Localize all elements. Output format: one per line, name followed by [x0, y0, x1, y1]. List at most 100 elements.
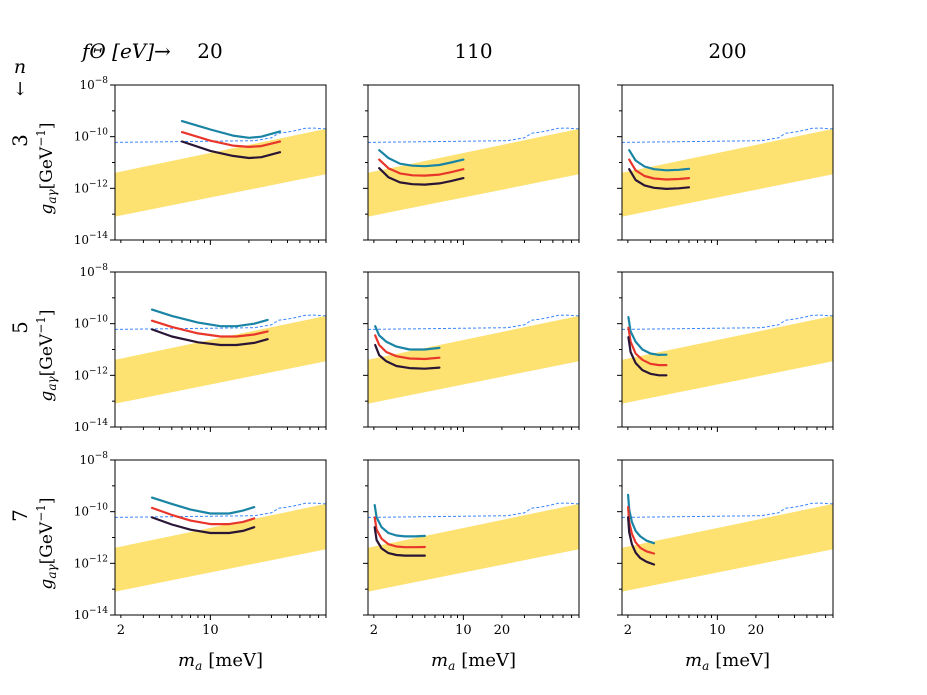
series-lower-line	[150, 516, 256, 535]
limit-curve	[368, 502, 579, 518]
x-tick-label: 10	[202, 623, 219, 638]
x-axis-label-sub: a	[195, 659, 202, 673]
theory-band	[115, 315, 326, 404]
y-tick-label: 10−12	[74, 554, 108, 570]
y-tick-label: 10−14	[74, 418, 109, 434]
y-axis-label-sub: aγ	[45, 564, 59, 579]
y-tick-base: 10	[74, 181, 89, 195]
limit-curve	[368, 127, 579, 143]
y-tick-exp: −12	[89, 179, 108, 189]
column-header: 20	[197, 39, 222, 63]
panel-r2-c2: 2 10 20	[617, 459, 834, 638]
series-lower-line	[374, 343, 441, 370]
y-tick-label: 10−14	[74, 231, 109, 247]
x-axis-label-sub: a	[702, 659, 709, 673]
x-axis-label-unit: [meV]	[715, 650, 770, 671]
limit-curve	[622, 314, 833, 330]
theory-band	[368, 315, 579, 404]
series-middle-line	[373, 516, 426, 549]
series-upper-line	[374, 325, 441, 351]
y-axis-label-close: ]	[37, 497, 57, 504]
y-tick-label: 10−14	[74, 606, 109, 622]
y-tick-base: 10	[74, 420, 89, 434]
series-lower-line	[150, 328, 269, 347]
y-tick-exp: −14	[89, 418, 108, 428]
series-upper-line	[150, 496, 256, 515]
y-axis-label-unit: [GeV	[37, 333, 57, 376]
y-tick-exp: −14	[89, 606, 108, 616]
x-axis-label: ma [meV]	[178, 650, 263, 673]
row-label: 7	[8, 509, 32, 522]
y-tick-exp: −8	[95, 76, 109, 86]
x-tick-label: 20	[494, 623, 511, 638]
row-label: 5	[8, 321, 32, 334]
series-middle-line	[150, 319, 269, 338]
y-tick-label: 10−12	[74, 179, 108, 195]
y-tick-base: 10	[74, 556, 89, 570]
series-middle-line	[374, 334, 441, 361]
panel-r0-c2	[617, 84, 834, 245]
x-tick-label: 20	[748, 623, 765, 638]
series-middle-line	[627, 326, 668, 367]
series-upper-line	[378, 149, 465, 168]
y-tick-base: 10	[74, 130, 89, 144]
n-header: n	[14, 56, 26, 78]
y-tick-label: 10−10	[74, 315, 109, 331]
theory-band	[622, 503, 833, 592]
panel-r0-c1	[363, 84, 580, 245]
series-middle-line	[150, 506, 256, 526]
y-axis-label-sub: aγ	[45, 376, 59, 391]
series-lower-line	[627, 336, 668, 377]
y-tick-base: 10	[74, 233, 89, 247]
series-lower-line	[180, 140, 282, 160]
theory-band	[115, 128, 326, 217]
limit-curve	[115, 502, 326, 518]
series-upper-line	[628, 149, 691, 172]
y-tick-base: 10	[74, 505, 89, 519]
panel-r2-c1: 2 10 20	[363, 459, 580, 638]
theory-band	[622, 128, 833, 217]
y-axis-label-main: g	[37, 391, 57, 402]
series-upper-line	[627, 316, 668, 356]
series-lower-line	[378, 167, 465, 186]
x-tick-label: 10	[709, 623, 726, 638]
column-header: 200	[708, 39, 746, 63]
series-lower-line	[626, 516, 656, 566]
x-tick-label: 10	[455, 623, 472, 638]
y-tick-exp: −8	[95, 263, 109, 273]
f-theta-header: fΘ [eV]→	[80, 39, 171, 63]
x-tick-label: 2	[370, 623, 378, 638]
x-axis-label-unit: [meV]	[461, 650, 516, 671]
x-axis-label-unit: [meV]	[208, 650, 263, 671]
series-lower-line	[373, 526, 426, 557]
y-axis-label-exp: −1	[34, 504, 48, 522]
y-axis-label-unit: [GeV	[37, 146, 57, 189]
n-arrow: ↓	[12, 79, 27, 100]
y-tick-exp: −10	[89, 315, 108, 325]
y-tick-label: 10−8	[79, 76, 108, 92]
y-axis-label-unit: [GeV	[37, 521, 57, 564]
limit-curve	[115, 314, 326, 330]
x-axis-label: ma [meV]	[685, 650, 770, 673]
theory-band	[622, 315, 833, 404]
y-tick-base: 10	[79, 78, 94, 92]
y-axis-label-main: g	[37, 579, 57, 590]
theory-band	[115, 503, 326, 592]
x-tick-label: 2	[117, 623, 125, 638]
y-tick-exp: −14	[89, 231, 108, 241]
y-tick-label: 10−10	[74, 128, 109, 144]
y-tick-label: 10−10	[74, 503, 109, 519]
x-tick-label: 2	[624, 623, 632, 638]
y-axis-label-exp: −1	[34, 129, 48, 147]
x-axis-label: ma [meV]	[431, 650, 516, 673]
theory-band	[368, 503, 579, 592]
y-tick-base: 10	[79, 453, 94, 467]
y-axis-label: gaγ[GeV−1]	[34, 497, 59, 589]
column-header: 110	[454, 39, 492, 63]
series-upper-line	[180, 119, 282, 139]
y-tick-exp: −12	[89, 366, 108, 376]
limit-curve	[368, 314, 579, 330]
series-middle-line	[628, 158, 691, 181]
